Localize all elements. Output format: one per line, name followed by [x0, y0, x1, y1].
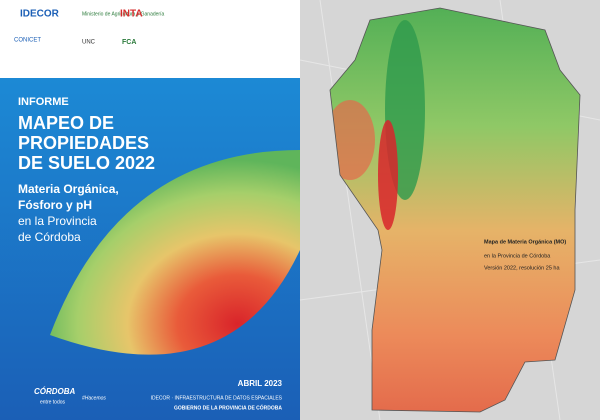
- logo-bar: [0, 0, 300, 78]
- logo: Ministerio de Agricultura y Ganadería: [82, 11, 164, 17]
- map-caption: en la Provincia de Córdoba: [484, 253, 551, 259]
- brand-tag: entre todos: [40, 399, 66, 405]
- cover-label: INFORME: [18, 96, 69, 108]
- hashtag: #Hacemos: [82, 395, 106, 401]
- logo: CONICET: [14, 38, 41, 44]
- logo: UNC: [82, 40, 96, 46]
- cover-title: DE SUELO 2022: [18, 153, 155, 173]
- cover-title: PROPIEDADES: [18, 133, 149, 153]
- logo: FCA: [122, 39, 136, 46]
- logo: INTA: [120, 9, 143, 20]
- cover-location: de Córdoba: [18, 230, 81, 244]
- cover-title: MAPEO DE: [18, 113, 114, 133]
- map-caption: Versión 2022, resolución 25 ha: [484, 265, 560, 271]
- cover-subtitle: Fósforo y pH: [18, 198, 92, 212]
- cover-map: [50, 150, 300, 355]
- map-caption: Mapa de Materia Orgánica (MO): [484, 239, 566, 245]
- cover-date: ABRIL 2023: [238, 379, 283, 388]
- footer-line: IDECOR · INFRAESTRUCTURA DE DATOS ESPACI…: [151, 395, 283, 401]
- cover-subtitle: Materia Orgánica,: [18, 182, 119, 196]
- logo: IDECOR: [20, 9, 60, 20]
- brand: CÓRDOBA: [34, 387, 76, 396]
- footer-line: GOBIERNO DE LA PROVINCIA DE CÓRDOBA: [174, 403, 282, 411]
- high-zone: [378, 120, 398, 230]
- province-border: [329, 7, 581, 413]
- cover-location: en la Provincia: [18, 214, 97, 228]
